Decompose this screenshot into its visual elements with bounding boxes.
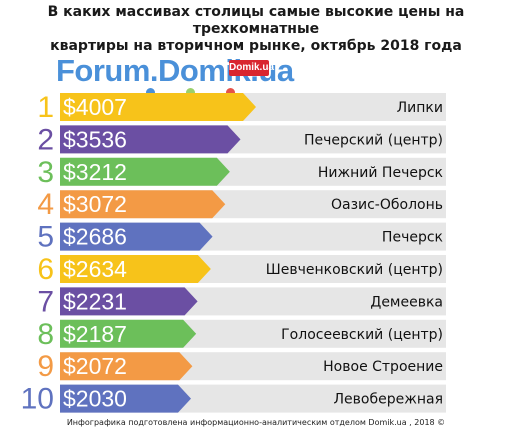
bar <box>60 125 241 154</box>
category-label: Шевченковский (центр) <box>266 262 443 278</box>
bar <box>60 93 256 121</box>
bar <box>60 190 226 219</box>
rank-label: 4 <box>37 188 54 221</box>
rank-label: 2 <box>37 123 54 156</box>
category-label: Печерский (центр) <box>304 132 443 148</box>
category-label: Липки <box>397 100 443 116</box>
chart-title: В каких массивах столицы самые высокие ц… <box>0 4 512 55</box>
rank-label: 1 <box>37 91 54 124</box>
bar <box>60 222 213 251</box>
category-label: Левобережная <box>334 392 443 408</box>
brand-badge: Domik.ua <box>229 60 274 76</box>
rank-label: 3 <box>37 156 54 189</box>
value-label: $2634 <box>63 256 127 282</box>
brand-dot-blue-icon <box>146 88 155 97</box>
value-label: $4007 <box>63 94 127 120</box>
value-label: $2231 <box>63 288 127 314</box>
value-label: $2072 <box>63 353 127 379</box>
bar <box>60 319 197 348</box>
brand-dot-red-icon <box>226 88 235 97</box>
value-label: $3212 <box>63 159 127 185</box>
title-line-2: квартиры на вторичном рынке, октябрь 201… <box>50 38 462 54</box>
category-label: Демеевка <box>370 294 443 310</box>
bar <box>60 384 191 413</box>
rank-label: 10 <box>21 383 54 416</box>
bar <box>60 255 211 283</box>
bar <box>60 352 193 381</box>
value-label: $2686 <box>63 224 127 250</box>
rank-label: 6 <box>37 253 54 286</box>
title-line-1: В каких массивах столицы самые высокие ц… <box>47 4 465 37</box>
bar <box>60 157 230 186</box>
brand-dot-green-icon <box>186 88 195 97</box>
category-label: Нижний Печерск <box>318 165 443 181</box>
value-label: $2030 <box>63 386 127 412</box>
rank-label: 8 <box>37 318 54 351</box>
bar <box>60 287 198 316</box>
value-label: $3072 <box>63 191 127 217</box>
footer-credit: Инфографика подготовлена информационно-а… <box>66 418 446 427</box>
value-label: $3536 <box>63 126 127 152</box>
category-label: Голосеевский (центр) <box>281 327 443 343</box>
rank-label: 5 <box>37 221 54 254</box>
category-label: Печерск <box>382 230 443 246</box>
value-label: $2187 <box>63 321 127 347</box>
category-label: Оазис-Оболонь <box>331 197 443 213</box>
category-label: Новое Строение <box>323 359 443 375</box>
rank-label: 7 <box>37 285 54 318</box>
rank-label: 9 <box>37 350 54 383</box>
